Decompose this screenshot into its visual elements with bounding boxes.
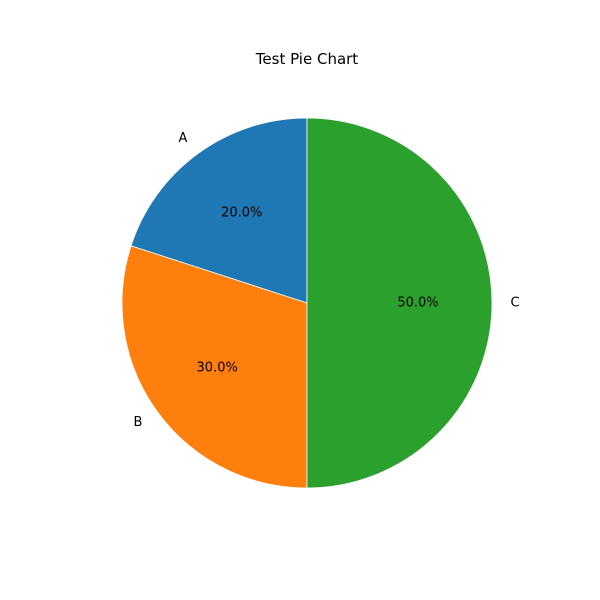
chart-title: Test Pie Chart	[255, 50, 359, 68]
slice-percent-c: 50.0%	[397, 296, 438, 311]
slice-label-a: A	[178, 131, 187, 146]
slice-percent-a: 20.0%	[221, 206, 262, 221]
slice-label-b: B	[133, 415, 142, 430]
slice-percent-b: 30.0%	[197, 361, 238, 376]
slice-label-c: C	[511, 296, 520, 311]
